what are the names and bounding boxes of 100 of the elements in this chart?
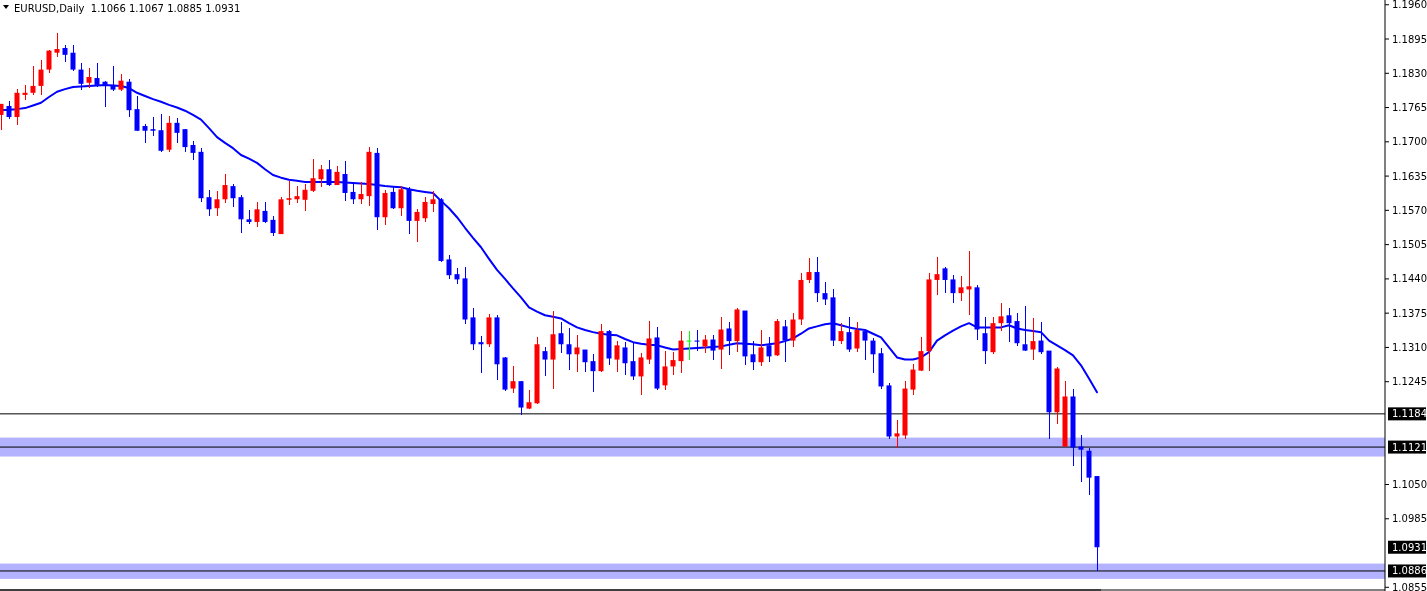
candlestick bbox=[1030, 317, 1036, 361]
candlestick bbox=[566, 327, 572, 371]
candlestick bbox=[678, 330, 684, 374]
candlestick bbox=[838, 322, 844, 345]
candlestick bbox=[286, 180, 292, 206]
candlestick bbox=[6, 100, 12, 120]
candlestick bbox=[846, 316, 852, 353]
candlestick bbox=[214, 190, 220, 217]
candlestick bbox=[1078, 434, 1084, 483]
candlestick bbox=[1022, 305, 1028, 352]
candlestick bbox=[814, 256, 820, 303]
y-tick-label: 1.1830 bbox=[1392, 67, 1427, 79]
candlestick bbox=[38, 58, 44, 96]
candlestick bbox=[966, 250, 972, 316]
y-tick-label: 1.1310 bbox=[1392, 341, 1427, 353]
candlestick bbox=[670, 351, 676, 376]
y-tick-label: 1.1765 bbox=[1392, 102, 1427, 114]
candlestick bbox=[238, 194, 244, 234]
candlestick bbox=[630, 341, 636, 381]
candlestick bbox=[998, 302, 1004, 332]
y-tick-label: 1.0985 bbox=[1392, 513, 1427, 525]
ref-line-label: 1.1121 bbox=[1392, 441, 1427, 453]
candlestick bbox=[510, 365, 516, 394]
candlestick bbox=[358, 181, 364, 205]
candlestick bbox=[766, 336, 772, 363]
candlestick bbox=[862, 330, 868, 361]
candlestick bbox=[142, 123, 148, 144]
candlestick bbox=[1014, 312, 1020, 347]
candlestick bbox=[934, 256, 940, 296]
candlestick bbox=[750, 340, 756, 371]
candlestick bbox=[590, 353, 596, 393]
y-tick-label: 1.1895 bbox=[1392, 33, 1427, 45]
candlestick bbox=[622, 341, 628, 376]
candlestick bbox=[638, 352, 644, 397]
candlestick bbox=[782, 319, 788, 363]
candlestick bbox=[414, 208, 420, 243]
candlestick bbox=[1006, 307, 1012, 343]
candlestick bbox=[158, 113, 164, 153]
y-tick-label: 1.1635 bbox=[1392, 170, 1427, 182]
candlestick bbox=[942, 266, 948, 294]
candlestick bbox=[222, 173, 228, 204]
candlestick bbox=[30, 65, 36, 96]
candlestick bbox=[710, 334, 716, 361]
candlestick bbox=[270, 215, 276, 237]
candlestick bbox=[958, 275, 964, 302]
candlestick bbox=[318, 164, 324, 188]
candlestick bbox=[726, 321, 732, 356]
candlestick bbox=[398, 185, 404, 217]
candlestick bbox=[478, 335, 484, 374]
candlestick bbox=[806, 257, 812, 284]
candlestick bbox=[1038, 321, 1044, 355]
candlestick bbox=[870, 337, 876, 374]
candlestick bbox=[174, 117, 180, 144]
candlestick bbox=[310, 158, 316, 193]
candlestick bbox=[894, 419, 900, 449]
candlestick bbox=[822, 281, 828, 306]
candlestick bbox=[614, 339, 620, 373]
candlestick bbox=[134, 95, 140, 132]
candlestick bbox=[430, 190, 436, 213]
candlestick bbox=[230, 183, 236, 208]
candlestick bbox=[686, 330, 692, 361]
y-tick-label: 1.1440 bbox=[1392, 273, 1427, 285]
y-tick-label: 1.1245 bbox=[1392, 376, 1427, 388]
chart-title: EURUSD,Daily 1.1066 1.1067 1.0885 1.0931 bbox=[14, 3, 241, 14]
candlestick bbox=[646, 320, 652, 365]
candlestick bbox=[718, 316, 724, 370]
candlestick bbox=[254, 201, 260, 228]
candlestick bbox=[526, 389, 532, 410]
candlestick bbox=[662, 350, 668, 391]
candlestick bbox=[446, 254, 452, 281]
candlestick bbox=[54, 32, 60, 58]
candlestick bbox=[86, 67, 92, 89]
candlestick bbox=[950, 274, 956, 304]
candlestick bbox=[758, 328, 764, 368]
candlestick bbox=[790, 312, 796, 349]
y-tick-label: 1.1050 bbox=[1392, 479, 1427, 490]
y-tick-label: 1.1570 bbox=[1392, 204, 1427, 216]
candlestick bbox=[350, 182, 356, 205]
candlestick bbox=[390, 186, 396, 210]
candlestick bbox=[70, 44, 76, 72]
candlestick bbox=[262, 201, 268, 224]
candlestick bbox=[982, 316, 988, 365]
candlestick bbox=[854, 321, 860, 353]
candlestick bbox=[182, 128, 188, 153]
y-tick-label: 1.1700 bbox=[1392, 136, 1427, 148]
candlestick bbox=[910, 363, 916, 397]
candlestick bbox=[326, 159, 332, 187]
y-tick-label: 1.0855 bbox=[1392, 581, 1427, 591]
candlestick bbox=[694, 329, 700, 352]
text: 1.0931 bbox=[1392, 541, 1427, 553]
candlestick bbox=[342, 160, 348, 202]
y-tick-label: 1.1505 bbox=[1392, 239, 1427, 251]
y-tick-label: 1.1960 bbox=[1392, 0, 1427, 11]
candlestick bbox=[542, 346, 548, 378]
candlestick bbox=[422, 196, 428, 223]
candlestick bbox=[302, 183, 308, 212]
candlestick bbox=[150, 116, 156, 137]
candlestick bbox=[46, 49, 52, 74]
ref-line-label: 1.0886 bbox=[1392, 565, 1427, 577]
candlestick bbox=[0, 103, 4, 131]
